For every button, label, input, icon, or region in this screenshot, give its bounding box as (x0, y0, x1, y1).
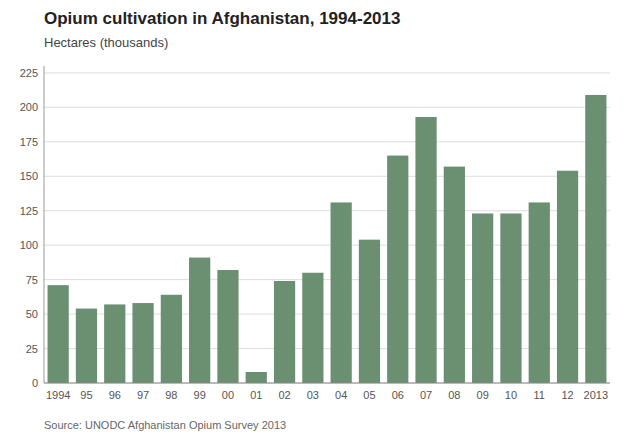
y-tick-label: 225 (20, 67, 38, 79)
bar (387, 156, 408, 383)
grid-line (44, 107, 610, 108)
x-tick-label: 98 (165, 389, 177, 401)
bar (246, 372, 267, 383)
grid-line (44, 141, 610, 142)
bar (302, 273, 323, 383)
source-note: Source: UNODC Afghanistan Opium Survey 2… (44, 419, 286, 431)
x-tick-label: 02 (278, 389, 290, 401)
x-tick-label: 99 (194, 389, 206, 401)
x-tick-label: 06 (392, 389, 404, 401)
y-grid: 0 25 50 75 100 125 150 175 200 225 (20, 67, 610, 389)
bar (189, 258, 210, 383)
grid-line (44, 314, 610, 315)
grid-line (44, 279, 610, 280)
y-tick-label: 0 (32, 377, 38, 389)
x-tick-label: 95 (80, 389, 92, 401)
x-tick-label: 11 (534, 389, 545, 401)
x-tick-label: 03 (307, 389, 319, 401)
page: {"chart_data": {"type": "bar", "title": … (0, 0, 624, 441)
bar (500, 213, 521, 383)
y-axis-line (44, 66, 45, 383)
x-tick-label: 08 (448, 389, 460, 401)
chart-container: Opium cultivation in Afghanistan, 1994-2… (0, 0, 624, 441)
title: Opium cultivation in Afghanistan, 1994-2… (44, 9, 400, 28)
x-axis-line (44, 383, 610, 384)
grid-line (44, 72, 610, 73)
grid-line (44, 210, 610, 211)
bar (557, 171, 578, 383)
y-tick-label: 175 (20, 136, 38, 148)
bar (331, 202, 352, 383)
x-tick-label: 1994 (46, 389, 70, 401)
y-axis-label: Hectares (thousands) (44, 35, 168, 50)
grid-line (44, 348, 610, 349)
y-tick-label: 200 (20, 101, 38, 113)
bar (585, 95, 606, 383)
x-tick-label: 07 (420, 389, 432, 401)
bar (472, 213, 493, 383)
x-tick-label: 05 (363, 389, 375, 401)
bar (161, 295, 182, 383)
bar (76, 309, 97, 383)
grid-line (44, 383, 610, 384)
y-tick-label: 100 (20, 239, 38, 251)
x-tick-label: 00 (222, 389, 234, 401)
x-tick-label: 97 (137, 389, 149, 401)
y-tick-label: 150 (20, 170, 38, 182)
bar (529, 202, 550, 383)
bar (132, 303, 153, 383)
x-tick-label: 04 (335, 389, 347, 401)
chart-svg: Opium cultivation in Afghanistan, 1994-2… (0, 0, 624, 441)
y-tick-label: 25 (26, 343, 38, 355)
y-tick-label: 125 (20, 205, 38, 217)
bar (359, 240, 380, 383)
x-ticks: 1994 95 96 97 98 99 00 01 02 03 04 05 06 07 08 09 10 11 12… (46, 389, 608, 401)
x-tick-label: 12 (561, 389, 573, 401)
bar (415, 117, 436, 383)
x-tick-label: 09 (477, 389, 489, 401)
bar (48, 285, 69, 383)
bar (217, 270, 238, 383)
bar (274, 281, 295, 383)
x-tick-label: 01 (250, 389, 262, 401)
y-tick-label: 75 (26, 274, 38, 286)
y-tick-label: 50 (26, 308, 38, 320)
x-tick-label: 96 (109, 389, 121, 401)
x-tick-label: 10 (505, 389, 517, 401)
bar (104, 304, 125, 383)
grid-line (44, 176, 610, 177)
grid-line (44, 245, 610, 246)
bar (444, 167, 465, 383)
x-tick-label: 2013 (584, 389, 608, 401)
bars (48, 95, 607, 383)
